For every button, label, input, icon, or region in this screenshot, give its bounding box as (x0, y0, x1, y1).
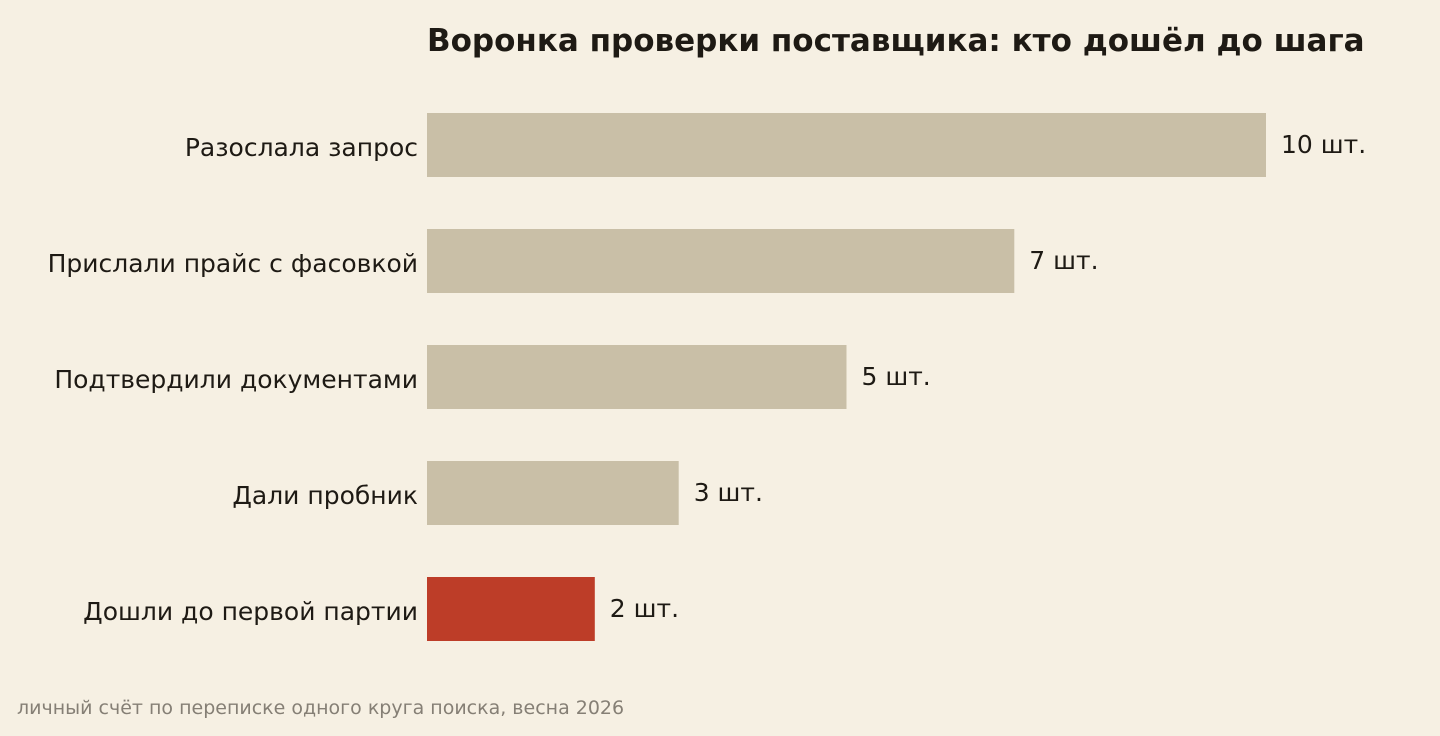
category-labels-group: Разослала запрос Прислали прайс с фасовко… (48, 133, 418, 626)
value-label-5: 2 шт. (610, 594, 679, 623)
bar-2 (427, 229, 1015, 293)
category-label-3: Подтвердили документами (54, 365, 418, 394)
bar-4 (427, 461, 679, 525)
category-label-5: Дошли до первой партии (83, 597, 418, 626)
value-label-3: 5 шт. (862, 362, 931, 391)
bar-1 (427, 113, 1266, 177)
value-label-2: 7 шт. (1029, 246, 1098, 275)
value-label-1: 10 шт. (1281, 130, 1366, 159)
category-label-1: Разослала запрос (185, 133, 418, 162)
bar-5 (427, 577, 595, 641)
category-label-4: Дали пробник (232, 481, 418, 510)
chart-caption: личный счёт по переписке одного круга по… (17, 697, 624, 719)
category-label-2: Прислали прайс с фасовкой (48, 249, 418, 278)
value-labels-group: 10 шт. 7 шт. 5 шт. 3 шт. 2 шт. (610, 130, 1366, 623)
bars-group (427, 113, 1266, 641)
value-label-4: 3 шт. (694, 478, 763, 507)
bar-3 (427, 345, 847, 409)
chart-title: Воронка проверки поставщика: кто дошёл д… (427, 23, 1365, 59)
